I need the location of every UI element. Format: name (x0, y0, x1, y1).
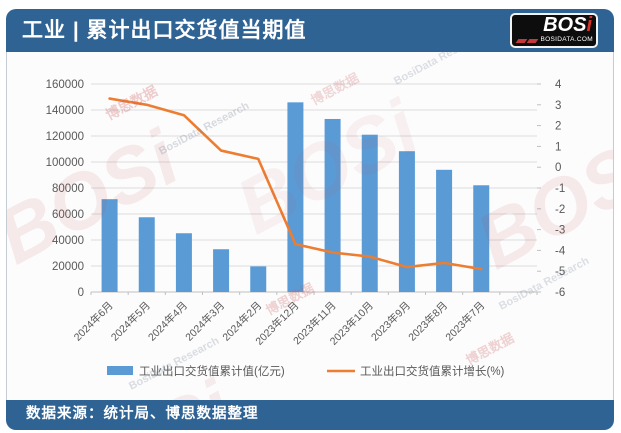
left-axis-tick-label: 80000 (52, 183, 84, 195)
right-axis-tick-label: -3 (555, 225, 565, 237)
x-axis-category-label: 2023年9月 (368, 299, 413, 344)
left-axis-tick-label: 40000 (52, 235, 84, 247)
left-axis-tick-label: 100000 (46, 157, 84, 169)
combo-chart: 0 20000 40000 60000 80000 100000 120000 140000 1… (46, 79, 566, 378)
x-axis-category-label: 2023年8月 (406, 299, 451, 344)
legend-bar-swatch (107, 366, 133, 375)
left-axis-tick-label: 160000 (46, 79, 84, 91)
data-source-text: 数据来源：统计局、博思数据整理 (26, 406, 259, 422)
right-axis-tick-label: 1 (555, 141, 561, 153)
bar-2024年2月 (250, 266, 267, 292)
bar-2023年12月 (287, 102, 304, 292)
legend-line-label: 工业出口交货值累计增长(%) (360, 364, 505, 378)
logo-wordmark: BOSi (543, 14, 592, 36)
bar-2024年6月 (101, 199, 118, 292)
page-title: 工业 | 累计出口交货值当期值 (22, 19, 307, 42)
left-axis-tick-label: 0 (78, 287, 84, 299)
bar-2023年7月 (473, 185, 490, 292)
footer-bar: 数据来源：统计局、博思数据整理 (6, 400, 614, 430)
growth-line (108, 97, 483, 271)
left-axis-tick-label: 140000 (46, 105, 84, 117)
legend-bar-label: 工业出口交货值累计值(亿元) (139, 364, 285, 378)
x-axis-category-label: 2024年5月 (108, 299, 153, 344)
x-axis-category-label: 2024年3月 (183, 299, 228, 344)
bar-2023年8月 (436, 169, 453, 292)
x-axis-category-label: 2024年6月 (71, 299, 116, 344)
bosi-logo: BOSi BOSIDATA.COM (510, 13, 598, 48)
right-axis-tick-label: 2 (555, 121, 561, 133)
left-axis-tick-label: 20000 (52, 261, 84, 273)
chart-card: 工业 | 累计出口交货值当期值 BOSi BOSIDATA.COM BOSi BO… (6, 9, 614, 430)
right-axis-tick-label: 3 (555, 100, 561, 112)
logo-stripes-icon (515, 30, 539, 46)
logo-site-text: BOSIDATA.COM (540, 35, 593, 43)
bar-2024年5月 (138, 217, 155, 292)
right-axis-tick-label: 0 (555, 162, 561, 174)
left-axis-tick-label: 120000 (46, 131, 84, 143)
bar-2023年9月 (398, 151, 415, 292)
right-axis-tick-label: -2 (555, 204, 565, 216)
right-axis-tick-label: 4 (555, 79, 562, 91)
logo-footer: BOSIDATA.COM (515, 34, 593, 44)
right-axis-tick-label: -4 (555, 245, 566, 257)
right-axis-tick-label: -1 (555, 183, 565, 195)
bar-2024年4月 (175, 233, 192, 292)
bar-2024年3月 (213, 249, 230, 292)
right-axis-tick-label: -6 (555, 287, 565, 299)
left-axis-tick-label: 60000 (52, 209, 84, 221)
logo-accent-letter: i (586, 14, 592, 36)
header-bar: 工业 | 累计出口交货值当期值 BOSi BOSIDATA.COM (6, 9, 614, 52)
x-axis-category-label: 2024年4月 (145, 299, 190, 344)
chart-area: BOSiBOSiBOSiBOSiBOSi博思数据博思数据博思数据博思数据Bosi… (6, 52, 614, 400)
bar-2023年11月 (324, 118, 341, 292)
x-axis-category-label: 2023年7月 (443, 299, 488, 344)
bar-2023年10月 (361, 134, 378, 292)
right-axis-tick-label: -5 (555, 266, 565, 278)
